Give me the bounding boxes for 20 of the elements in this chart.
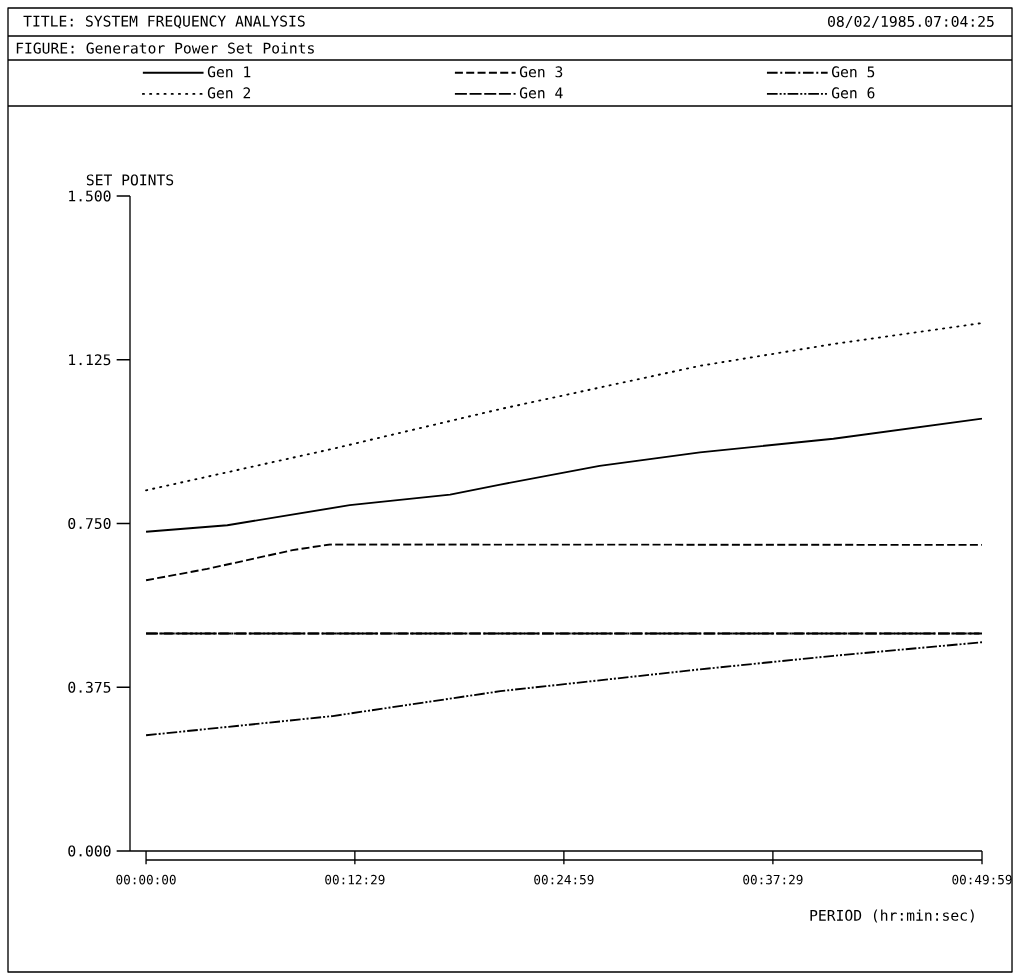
y-tick-label: 0.375: [68, 681, 111, 693]
legend-label: Gen 3: [519, 66, 563, 78]
y-axis-title: SET POINTS: [86, 174, 174, 186]
y-tick-label: 0.000: [68, 845, 111, 857]
legend-label: Gen 6: [831, 87, 875, 99]
chart-title: TITLE: SYSTEM FREQUENCY ANALYSIS: [23, 15, 305, 29]
x-tick-label: 00:00:00: [116, 874, 176, 885]
y-tick-label: 1.500: [69, 190, 111, 202]
text: 08/02/1985.07:04:25: [828, 15, 994, 29]
x-tick-label: 00:37:29: [743, 874, 803, 885]
x-tick-label: 00:24:59: [534, 874, 594, 885]
x-tick-label: 00:12:29: [325, 874, 385, 885]
x-axis-title: PERIOD (hr:min:sec): [810, 909, 974, 923]
legend-label: Gen 4: [519, 87, 563, 99]
y-tick-label: 1.125: [69, 354, 111, 366]
legend-label: Gen 2: [207, 87, 251, 99]
y-tick-label: 0.750: [68, 517, 111, 530]
legend-label: Gen 5: [831, 66, 875, 78]
legend-label: Gen 1: [207, 66, 251, 78]
chart-subtitle: FIGURE: Generator Power Set Points: [16, 42, 314, 54]
